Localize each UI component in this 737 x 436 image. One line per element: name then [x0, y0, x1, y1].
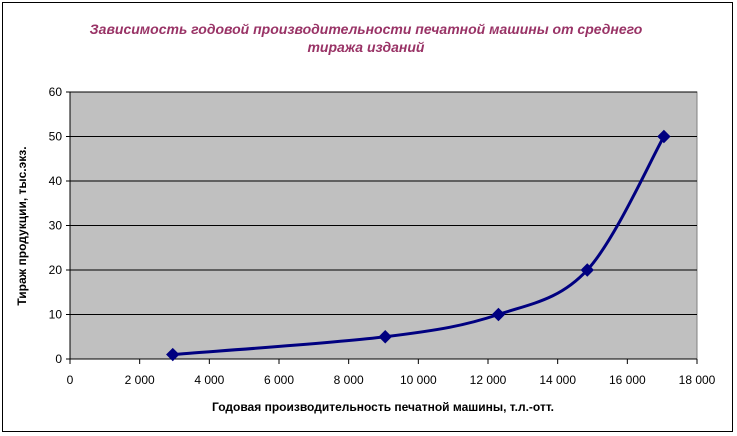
series-group [166, 129, 671, 362]
data-point [580, 263, 594, 277]
data-point [166, 347, 180, 362]
x-tick-label: 0 [67, 373, 74, 387]
x-tick-label: 2 000 [125, 373, 155, 387]
grid-lines [70, 91, 697, 315]
x-tick-label: 16 000 [609, 373, 646, 387]
y-tick-label: 30 [49, 219, 63, 233]
x-tick-label: 10 000 [400, 373, 437, 387]
y-tick-label: 0 [55, 352, 62, 366]
y-axis: 0 10 20 30 40 50 60 [49, 85, 71, 366]
y-axis-title: Тираж продукции, тыс.экз. [15, 146, 29, 305]
x-tick-label: 12 000 [470, 373, 507, 387]
x-tick-label: 18 000 [679, 373, 716, 387]
data-point [378, 330, 392, 344]
x-tick-label: 4 000 [194, 373, 224, 387]
y-tick-label: 20 [49, 263, 63, 277]
data-point [657, 129, 671, 144]
y-tick-label: 50 [49, 130, 63, 144]
x-tick-label: 8 000 [334, 373, 364, 387]
y-tick-label: 60 [49, 85, 63, 99]
chart-title-line-1: Зависимость годовой производительности п… [90, 21, 643, 37]
y-tick-label: 10 [49, 308, 63, 322]
x-axis: 0 2 000 4 000 6 000 8 000 10 000 12 000 14 000 1… [67, 358, 716, 387]
data-point [491, 307, 506, 322]
x-tick-label: 14 000 [539, 373, 576, 387]
x-axis-title: Годовая производительность печатной маши… [212, 400, 554, 414]
x-tick-label: 6 000 [264, 373, 294, 387]
chart-title-line-2: тиража изданий [307, 39, 424, 55]
y-tick-label: 40 [49, 174, 63, 188]
